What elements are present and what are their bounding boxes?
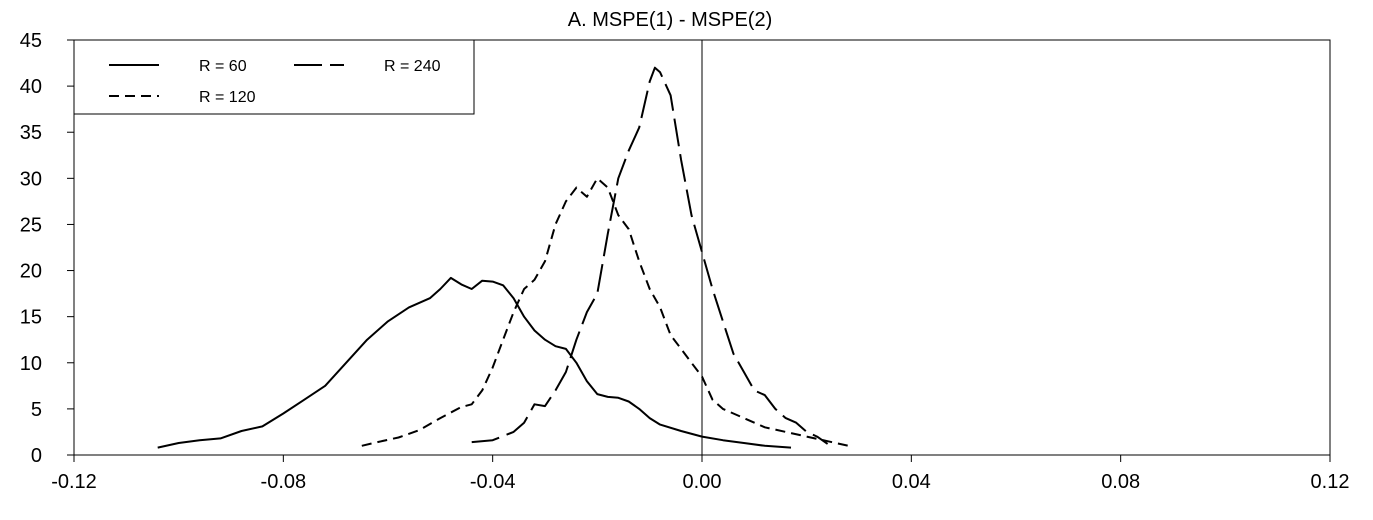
legend-label: R = 120 bbox=[199, 89, 256, 106]
x-tick-label: 0.04 bbox=[892, 471, 931, 493]
series-line-r240 bbox=[471, 66, 829, 445]
x-tick-label: -0.08 bbox=[261, 471, 307, 493]
y-tick-label: 35 bbox=[20, 122, 42, 144]
series-line-r60 bbox=[157, 276, 792, 449]
legend: R = 60 R = 120 R = 240 bbox=[73, 39, 475, 115]
legend-box bbox=[73, 39, 475, 115]
x-tick-label: 0.12 bbox=[1311, 471, 1350, 493]
y-tick-label: 45 bbox=[20, 30, 42, 52]
x-tick-label: 0.00 bbox=[683, 471, 722, 493]
plot-area: -0.12 -0.08 -0.04 0.00 0.04 0.08 0.12 0 5 10 15 20 2… bbox=[20, 30, 1350, 493]
chart-title: A. MSPE(1) - MSPE(2) bbox=[568, 9, 772, 31]
y-tick-label: 40 bbox=[20, 76, 42, 98]
y-tick-label: 0 bbox=[31, 445, 42, 467]
y-tick-label: 20 bbox=[20, 261, 42, 283]
y-tick-label: 15 bbox=[20, 307, 42, 329]
y-tick-label: 30 bbox=[20, 168, 42, 190]
y-tick-label: 5 bbox=[31, 399, 42, 421]
y-tick-label: 25 bbox=[20, 214, 42, 236]
x-tick-label: -0.12 bbox=[51, 471, 97, 493]
legend-label: R = 60 bbox=[199, 58, 247, 75]
x-tick-label: -0.04 bbox=[470, 471, 516, 493]
x-tick-label: 0.08 bbox=[1101, 471, 1140, 493]
legend-label: R = 240 bbox=[384, 58, 441, 75]
series-line-r120 bbox=[361, 177, 849, 447]
y-tick-label: 10 bbox=[20, 353, 42, 375]
